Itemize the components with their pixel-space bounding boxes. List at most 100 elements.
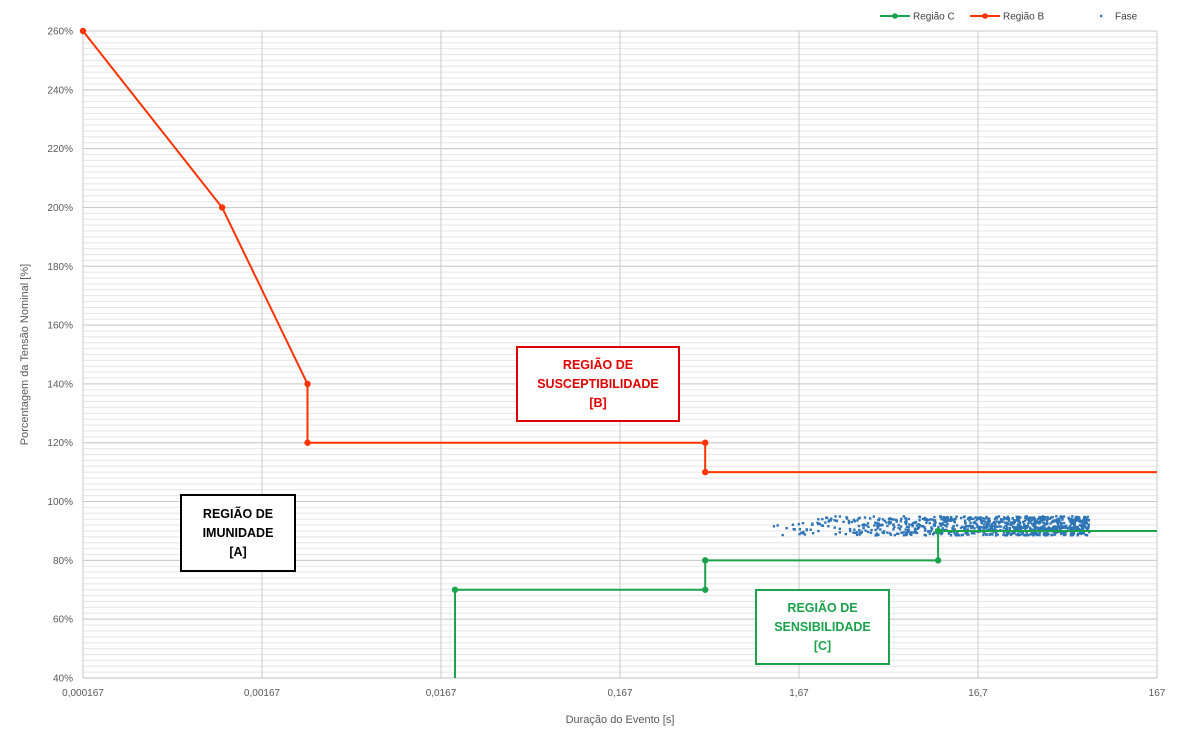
fase-point xyxy=(980,519,983,522)
fase-point xyxy=(961,525,964,529)
fase-point xyxy=(798,532,801,536)
fase-point xyxy=(979,517,982,520)
fase-point xyxy=(865,524,868,527)
fase-point xyxy=(1013,519,1016,522)
fase-point xyxy=(1017,532,1020,535)
fase-point xyxy=(970,532,974,535)
fase-point xyxy=(968,519,971,522)
fase-point xyxy=(1064,533,1067,536)
fase-point xyxy=(1068,520,1072,523)
fase-point xyxy=(1033,524,1036,528)
fase-point xyxy=(801,521,805,525)
fase-point xyxy=(985,533,988,536)
fase-point xyxy=(1077,528,1081,531)
fase-point xyxy=(940,531,944,535)
fase-point xyxy=(897,526,900,530)
fase-point xyxy=(970,517,973,521)
fase-point xyxy=(1082,519,1085,522)
fase-point xyxy=(873,524,876,527)
fase-point xyxy=(1057,517,1061,520)
fase-point xyxy=(1061,518,1064,521)
fase-point xyxy=(864,529,867,532)
fase-point xyxy=(924,534,928,537)
fase-point xyxy=(785,526,788,530)
fase-point xyxy=(1023,523,1026,526)
fase-point xyxy=(997,515,1001,518)
fase-point xyxy=(923,525,926,529)
fase-point xyxy=(995,525,999,528)
fase-point xyxy=(994,526,997,529)
fase-point xyxy=(830,517,833,520)
fase-point xyxy=(838,527,841,531)
fase-point xyxy=(980,521,983,525)
fase-point xyxy=(1042,521,1045,525)
fase-point xyxy=(853,528,856,531)
fase-point xyxy=(1055,531,1058,534)
fase-point xyxy=(1021,520,1025,524)
fase-point xyxy=(1064,524,1068,528)
fase-point xyxy=(1041,516,1044,519)
y-tick-label: 40% xyxy=(53,674,73,685)
fase-point xyxy=(975,523,978,526)
fase-point xyxy=(1076,525,1079,529)
fase-point xyxy=(824,521,827,524)
fase-point xyxy=(1035,532,1038,535)
fase-point xyxy=(1039,518,1043,521)
fase-point xyxy=(945,525,948,528)
fase-point xyxy=(821,517,824,521)
fase-point xyxy=(781,533,784,537)
fase-point xyxy=(809,528,812,531)
region-a-line1: REGIÃO DE xyxy=(202,506,274,521)
y-axis-ticks: 40% 60% 80% 100% 120% 140% 160% 180% 200% 220% 240… xyxy=(47,27,73,685)
series-regiao-c-marker xyxy=(451,586,459,593)
fase-point xyxy=(835,519,838,523)
fase-point xyxy=(1028,519,1031,523)
fase-point xyxy=(1033,519,1037,522)
fase-point xyxy=(952,525,955,528)
fase-point xyxy=(966,531,969,535)
fase-point xyxy=(1062,531,1066,535)
fase-point xyxy=(1015,517,1019,520)
fase-point xyxy=(860,531,863,535)
fase-point xyxy=(1069,524,1072,527)
fase-point xyxy=(1082,523,1085,526)
fase-point xyxy=(933,519,937,522)
fase-point xyxy=(1005,527,1009,531)
fase-point xyxy=(1011,531,1015,534)
fase-point xyxy=(1086,527,1089,531)
fase-point xyxy=(915,524,919,527)
fase-point xyxy=(964,522,967,525)
fase-point xyxy=(953,531,956,535)
fase-point xyxy=(932,523,936,526)
fase-point xyxy=(877,522,880,525)
fase-point xyxy=(1006,532,1010,535)
fase-point xyxy=(1072,525,1076,528)
y-tick-label: 100% xyxy=(47,497,73,508)
fase-point xyxy=(996,533,999,536)
fase-point xyxy=(1077,517,1081,521)
fase-point xyxy=(921,517,925,521)
fase-point xyxy=(1016,533,1020,537)
fase-point xyxy=(927,529,930,533)
fase-point xyxy=(939,515,942,519)
fase-point xyxy=(939,524,943,527)
x-tick-label: 1,67 xyxy=(789,688,809,699)
fase-point xyxy=(850,520,854,524)
fase-point xyxy=(993,524,996,528)
fase-point xyxy=(943,519,946,522)
fase-point xyxy=(1030,519,1034,522)
legend-entry: Região C xyxy=(880,12,955,23)
fase-point xyxy=(985,515,988,519)
fase-point xyxy=(1048,517,1052,520)
fase-point xyxy=(858,533,861,536)
legend-label: Fase xyxy=(1115,12,1138,23)
fase-point xyxy=(875,532,879,535)
fase-point xyxy=(991,527,994,530)
fase-point xyxy=(941,523,944,526)
fase-point xyxy=(969,521,972,525)
fase-point xyxy=(821,524,825,528)
fase-point xyxy=(1086,515,1089,519)
fase-point xyxy=(868,517,872,520)
y-tick-label: 260% xyxy=(47,27,73,38)
fase-point xyxy=(1030,531,1034,535)
